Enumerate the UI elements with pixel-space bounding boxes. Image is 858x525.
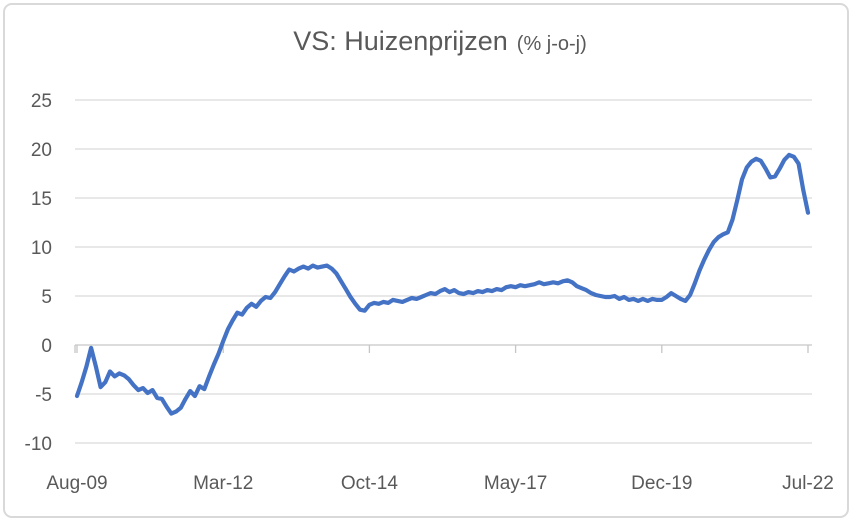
chart-title-main: VS: Huizenprijzen [293, 26, 508, 56]
y-axis-label--5: -5 [35, 385, 52, 406]
x-axis-label-Jul-22: Jul-22 [782, 473, 834, 494]
y-axis-label-0: 0 [41, 336, 52, 357]
y-axis-label-25: 25 [31, 91, 52, 112]
x-axis-label-Aug-09: Aug-09 [46, 473, 107, 494]
x-axis-label-Oct-14: Oct-14 [341, 473, 398, 494]
x-axis-label-May-17: May-17 [484, 473, 547, 494]
y-axis-label-10: 10 [31, 238, 52, 259]
y-axis-label-5: 5 [41, 287, 52, 308]
x-axis-label-Dec-19: Dec-19 [631, 473, 692, 494]
x-axis-label-Mar-12: Mar-12 [193, 473, 253, 494]
house-price-series-line [74, 152, 811, 416]
chart-title-units: (% j-o-j) [516, 33, 587, 55]
y-axis-label-15: 15 [31, 189, 52, 210]
y-axis-label--10: -10 [25, 434, 52, 455]
chart-title: VS: Huizenprijzen (% j-o-j) [22, 26, 858, 57]
y-axis-label-20: 20 [31, 140, 52, 161]
